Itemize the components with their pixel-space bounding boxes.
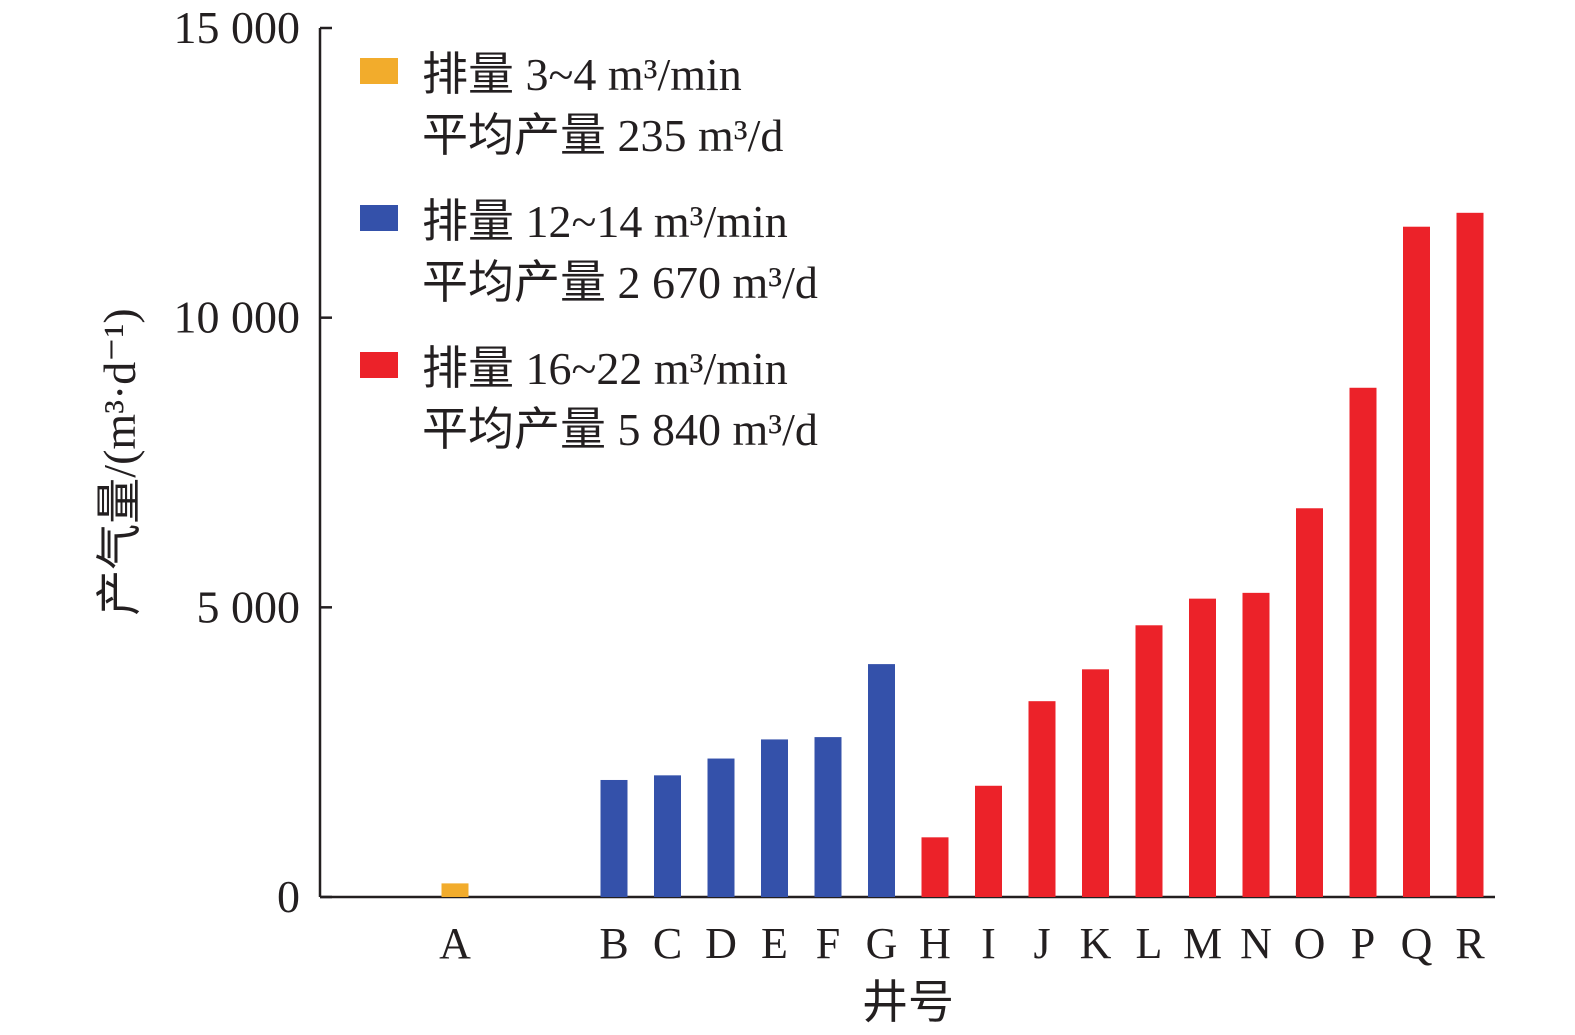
x-tick-label: R [1455,919,1485,968]
x-tick-label: O [1294,919,1326,968]
x-tick-label: G [866,919,898,968]
x-axis-title: 井号 [862,977,954,1028]
x-tick-label: P [1351,919,1375,968]
legend: 排量 3~4 m³/min 平均产量 235 m³/d 排量 12~14 m³/mi… [360,49,818,455]
bar-a [441,883,469,897]
bar-n [1242,592,1270,897]
x-tick-label: H [919,919,951,968]
x-tick-label: I [981,919,996,968]
axes: 0 5 000 10 000 15 000 [174,2,1495,922]
x-tick-label: J [1033,919,1050,968]
bar-g [868,664,895,897]
x-tick-label: F [816,919,840,968]
y-tick-label: 10 000 [174,292,301,343]
legend-line-1: 排量 3~4 m³/min [422,49,742,100]
bar-h [921,837,949,897]
legend-line-2: 平均产量 5 840 m³/d [422,404,818,455]
legend-line-1: 排量 12~14 m³/min [422,196,788,247]
y-axis-title: 产气量/(m³·d⁻¹) [94,308,145,615]
bar-r [1456,212,1484,898]
y-tick-label: 15 000 [174,2,301,53]
x-tick-label: M [1183,919,1222,968]
bars [441,212,1484,898]
y-tick-label: 5 000 [197,581,301,632]
legend-swatch [360,352,398,378]
bar-c [654,775,681,897]
bar-j [1028,701,1056,897]
legend-line-2: 平均产量 235 m³/d [422,110,783,161]
x-tick-label: A [439,919,471,968]
bar-d [707,758,735,897]
x-tick-label: Q [1401,919,1433,968]
legend-swatch [360,205,398,231]
bar-f [814,737,842,897]
x-tick-label: E [761,919,788,968]
bar-b [600,779,628,897]
y-tick-label: 0 [277,871,300,922]
bar-i [975,785,1002,897]
x-tick-label: C [653,919,682,968]
x-tick-label: D [705,919,737,968]
bar-p [1349,387,1377,897]
bar-e [761,739,788,897]
bar-k [1082,669,1109,897]
x-tick-label: B [599,919,628,968]
x-tick-label: N [1240,919,1272,968]
bar-m [1189,598,1216,897]
bar-l [1135,625,1163,897]
y-ticks: 0 5 000 10 000 15 000 [174,2,332,922]
legend-swatch [360,58,398,84]
legend-line-2: 平均产量 2 670 m³/d [422,257,818,308]
x-tick-label: L [1136,919,1163,968]
bar-o [1296,508,1323,897]
legend-line-1: 排量 16~22 m³/min [422,343,788,394]
x-tick-label: K [1080,919,1112,968]
bar-q [1403,226,1430,898]
